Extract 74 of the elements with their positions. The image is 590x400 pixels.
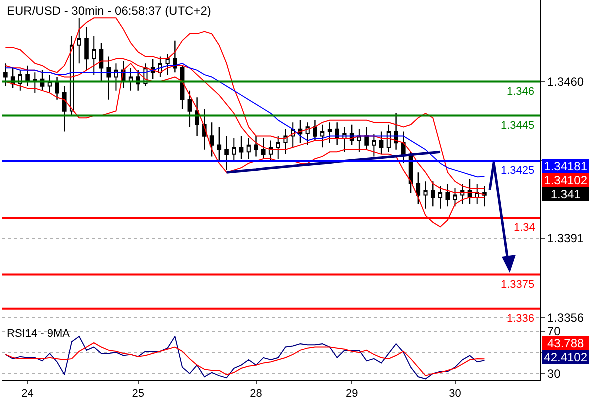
candlestick (77, 18, 82, 64)
line-series (226, 150, 442, 174)
candlestick (394, 112, 398, 150)
ref-line-label: 1.3445 (501, 120, 535, 132)
candlestick (335, 122, 340, 146)
candlestick (55, 76, 60, 101)
candlestick (92, 36, 96, 76)
candlestick (246, 138, 251, 160)
candlestick (372, 133, 376, 158)
candlestick (84, 26, 89, 71)
y-tick-label: 1.3391 (547, 232, 584, 246)
candlestick (106, 56, 112, 101)
candlestick (482, 186, 487, 208)
candlestick (232, 138, 236, 162)
candlestick (276, 136, 280, 160)
candlestick (379, 131, 384, 156)
candlestick (453, 188, 458, 208)
candlestick (320, 124, 325, 148)
y-tick-label: 1.3460 (547, 74, 584, 89)
candlestick (261, 138, 266, 160)
y-tick-label: 30 (547, 367, 562, 382)
candlestick (173, 40, 178, 74)
candlestick (298, 120, 303, 144)
candlestick (364, 126, 369, 150)
candlestick (313, 120, 318, 142)
candlestick (114, 63, 118, 92)
candlestick (62, 86, 67, 132)
candlestick (416, 172, 421, 205)
candlestick (188, 90, 192, 128)
candlestick (4, 62, 8, 87)
x-tick-label: 30 (449, 388, 462, 400)
x-tick-label: 28 (250, 388, 262, 400)
candlestick (166, 54, 170, 76)
text: 42.4102 (544, 350, 588, 364)
x-tick-label: 24 (22, 388, 34, 400)
ref-line-label: 1.3375 (501, 279, 535, 291)
chart-title: EUR/USD - 30min - 06:58:37 (UTC+2) (7, 4, 212, 18)
y-tick-label: 70 (547, 324, 562, 339)
x-tick-label: 29 (346, 388, 358, 400)
candlestick (254, 136, 258, 158)
ref-line-label: 1.34 (514, 222, 536, 234)
candlestick (430, 181, 436, 208)
ref-line-label: 1.3425 (501, 165, 535, 177)
text: 1.341 (550, 188, 582, 202)
candlestick (284, 128, 288, 155)
candlestick (306, 122, 310, 146)
candlestick (33, 72, 38, 94)
candlestick (268, 140, 274, 162)
chart-title: RSI14 - 9MA (7, 328, 71, 340)
candlestick (239, 136, 244, 160)
candlestick (424, 181, 428, 210)
text: 1.34102 (544, 174, 588, 188)
y-tick-label: 1.3356 (547, 311, 584, 326)
candlestick (128, 68, 134, 92)
candlestick (224, 136, 229, 171)
line-series (5, 336, 486, 380)
candlestick (328, 122, 332, 144)
candlestick (446, 183, 450, 208)
text: 1.34181 (544, 160, 588, 174)
ref-line-label: 1.336 (507, 313, 535, 325)
line-series (5, 18, 486, 189)
line-series (5, 342, 486, 376)
candlestick (357, 128, 362, 153)
candlestick (202, 108, 207, 150)
candlestick (99, 42, 104, 82)
candlestick (217, 126, 222, 162)
candlestick (210, 122, 214, 158)
x-tick-label: 25 (132, 388, 144, 400)
candlestick (438, 186, 443, 210)
candlestick (402, 131, 406, 164)
candlestick (26, 65, 30, 87)
ref-line-label: 1.346 (507, 86, 535, 98)
candlestick (460, 183, 465, 205)
text: 43.788 (547, 336, 585, 350)
